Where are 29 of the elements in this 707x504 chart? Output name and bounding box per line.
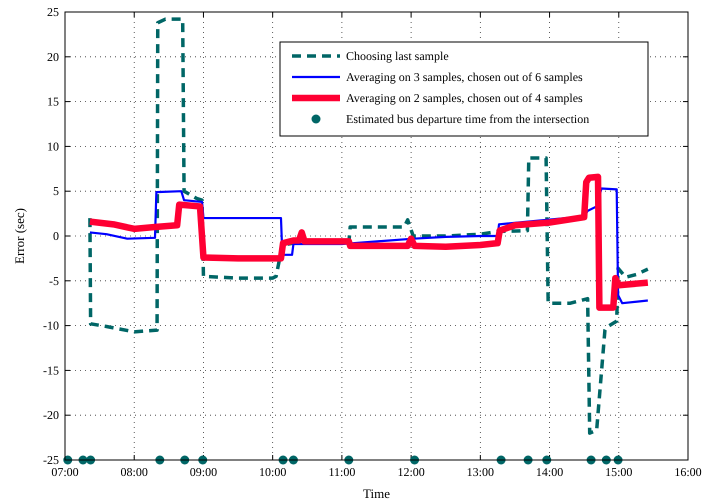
x-tick-label: 13:00 <box>466 465 494 479</box>
x-tick-label: 10:00 <box>258 465 286 479</box>
y-tick-label: -5 <box>49 274 59 288</box>
y-tick-label: 25 <box>47 5 59 19</box>
x-tick-label: 15:00 <box>605 465 632 479</box>
x-tick-label: 09:00 <box>190 465 218 479</box>
y-tick-label: 0 <box>53 229 59 243</box>
line-series <box>88 187 649 304</box>
y-tick-label: -20 <box>43 408 59 422</box>
legend-label: Estimated bus departure time from the intersection <box>346 112 590 126</box>
line-series <box>88 17 650 435</box>
x-tick-label: 11:00 <box>328 465 356 479</box>
x-tick-label: 08:00 <box>120 465 148 479</box>
y-tick-label: -25 <box>43 453 59 467</box>
x-axis-title: Time <box>363 486 390 501</box>
y-tick-label: -10 <box>43 318 59 333</box>
y-tick-label: 15 <box>47 94 59 109</box>
x-tick-label: 12:00 <box>397 465 425 479</box>
legend-label: Averaging on 2 samples, chosen out of 4 samples <box>346 91 584 105</box>
y-tick-label: 5 <box>53 184 59 198</box>
y-tick-label: 20 <box>47 50 59 64</box>
x-tick-label: 07:00 <box>51 465 79 479</box>
x-tick-label: 16:00 <box>674 465 702 479</box>
legend-label: Choosing last sample <box>346 49 449 63</box>
legend-label: Averaging on 3 samples, chosen out of 6 samples <box>346 70 584 84</box>
x-tick-label: 14:00 <box>536 465 564 479</box>
y-tick-label: 10 <box>47 139 59 154</box>
y-tick-label: -15 <box>43 363 59 378</box>
y-axis-title: Error (sec) <box>12 208 27 264</box>
